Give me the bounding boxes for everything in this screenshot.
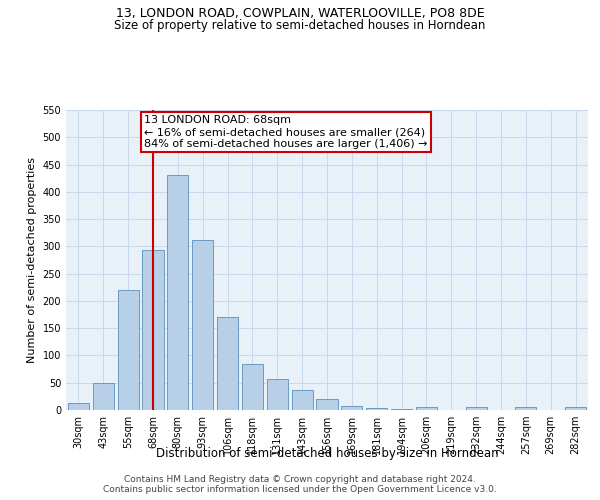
Bar [366,408,387,410]
Text: Distribution of semi-detached houses by size in Horndean: Distribution of semi-detached houses by … [155,448,499,460]
Bar [118,290,139,410]
Text: Contains HM Land Registry data © Crown copyright and database right 2024.
Contai: Contains HM Land Registry data © Crown c… [103,474,497,494]
Bar [192,240,213,410]
Bar [142,250,164,410]
Bar [316,399,338,410]
Bar [416,408,437,410]
Bar [515,408,536,410]
Bar [167,175,188,410]
Bar [391,409,412,410]
Bar [466,408,487,410]
Bar [565,408,586,410]
Bar [242,364,263,410]
Bar [341,406,362,410]
Bar [217,318,238,410]
Text: Size of property relative to semi-detached houses in Horndean: Size of property relative to semi-detach… [115,19,485,32]
Text: 13, LONDON ROAD, COWPLAIN, WATERLOOVILLE, PO8 8DE: 13, LONDON ROAD, COWPLAIN, WATERLOOVILLE… [116,8,484,20]
Bar [267,379,288,410]
Bar [292,390,313,410]
Text: 13 LONDON ROAD: 68sqm
← 16% of semi-detached houses are smaller (264)
84% of sem: 13 LONDON ROAD: 68sqm ← 16% of semi-deta… [145,116,428,148]
Y-axis label: Number of semi-detached properties: Number of semi-detached properties [27,157,37,363]
Bar [68,403,89,410]
Bar [93,384,114,410]
